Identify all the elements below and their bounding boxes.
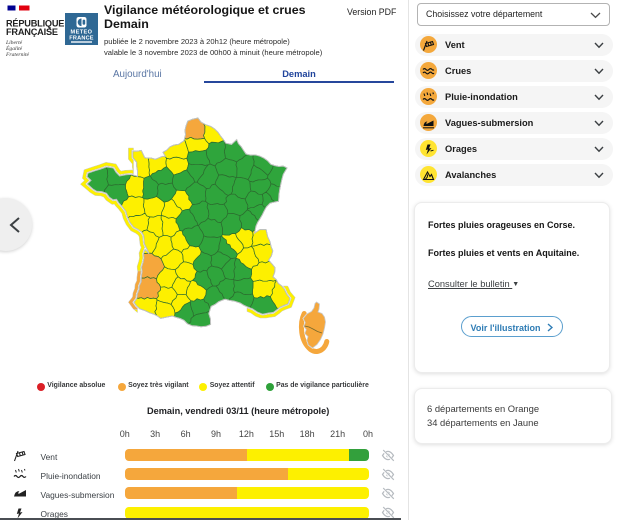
svg-text:Égalité: Égalité [6,44,23,52]
svg-text:METEO: METEO [71,30,93,36]
svg-text:Liberté: Liberté [6,40,23,46]
svg-text:Fraternité: Fraternité [6,52,30,58]
svg-text:FRANCE: FRANCE [69,36,94,42]
svg-text:RÉPUBLIQUE: RÉPUBLIQUE [6,18,64,29]
svg-text:FRANÇAISE: FRANÇAISE [6,27,58,37]
